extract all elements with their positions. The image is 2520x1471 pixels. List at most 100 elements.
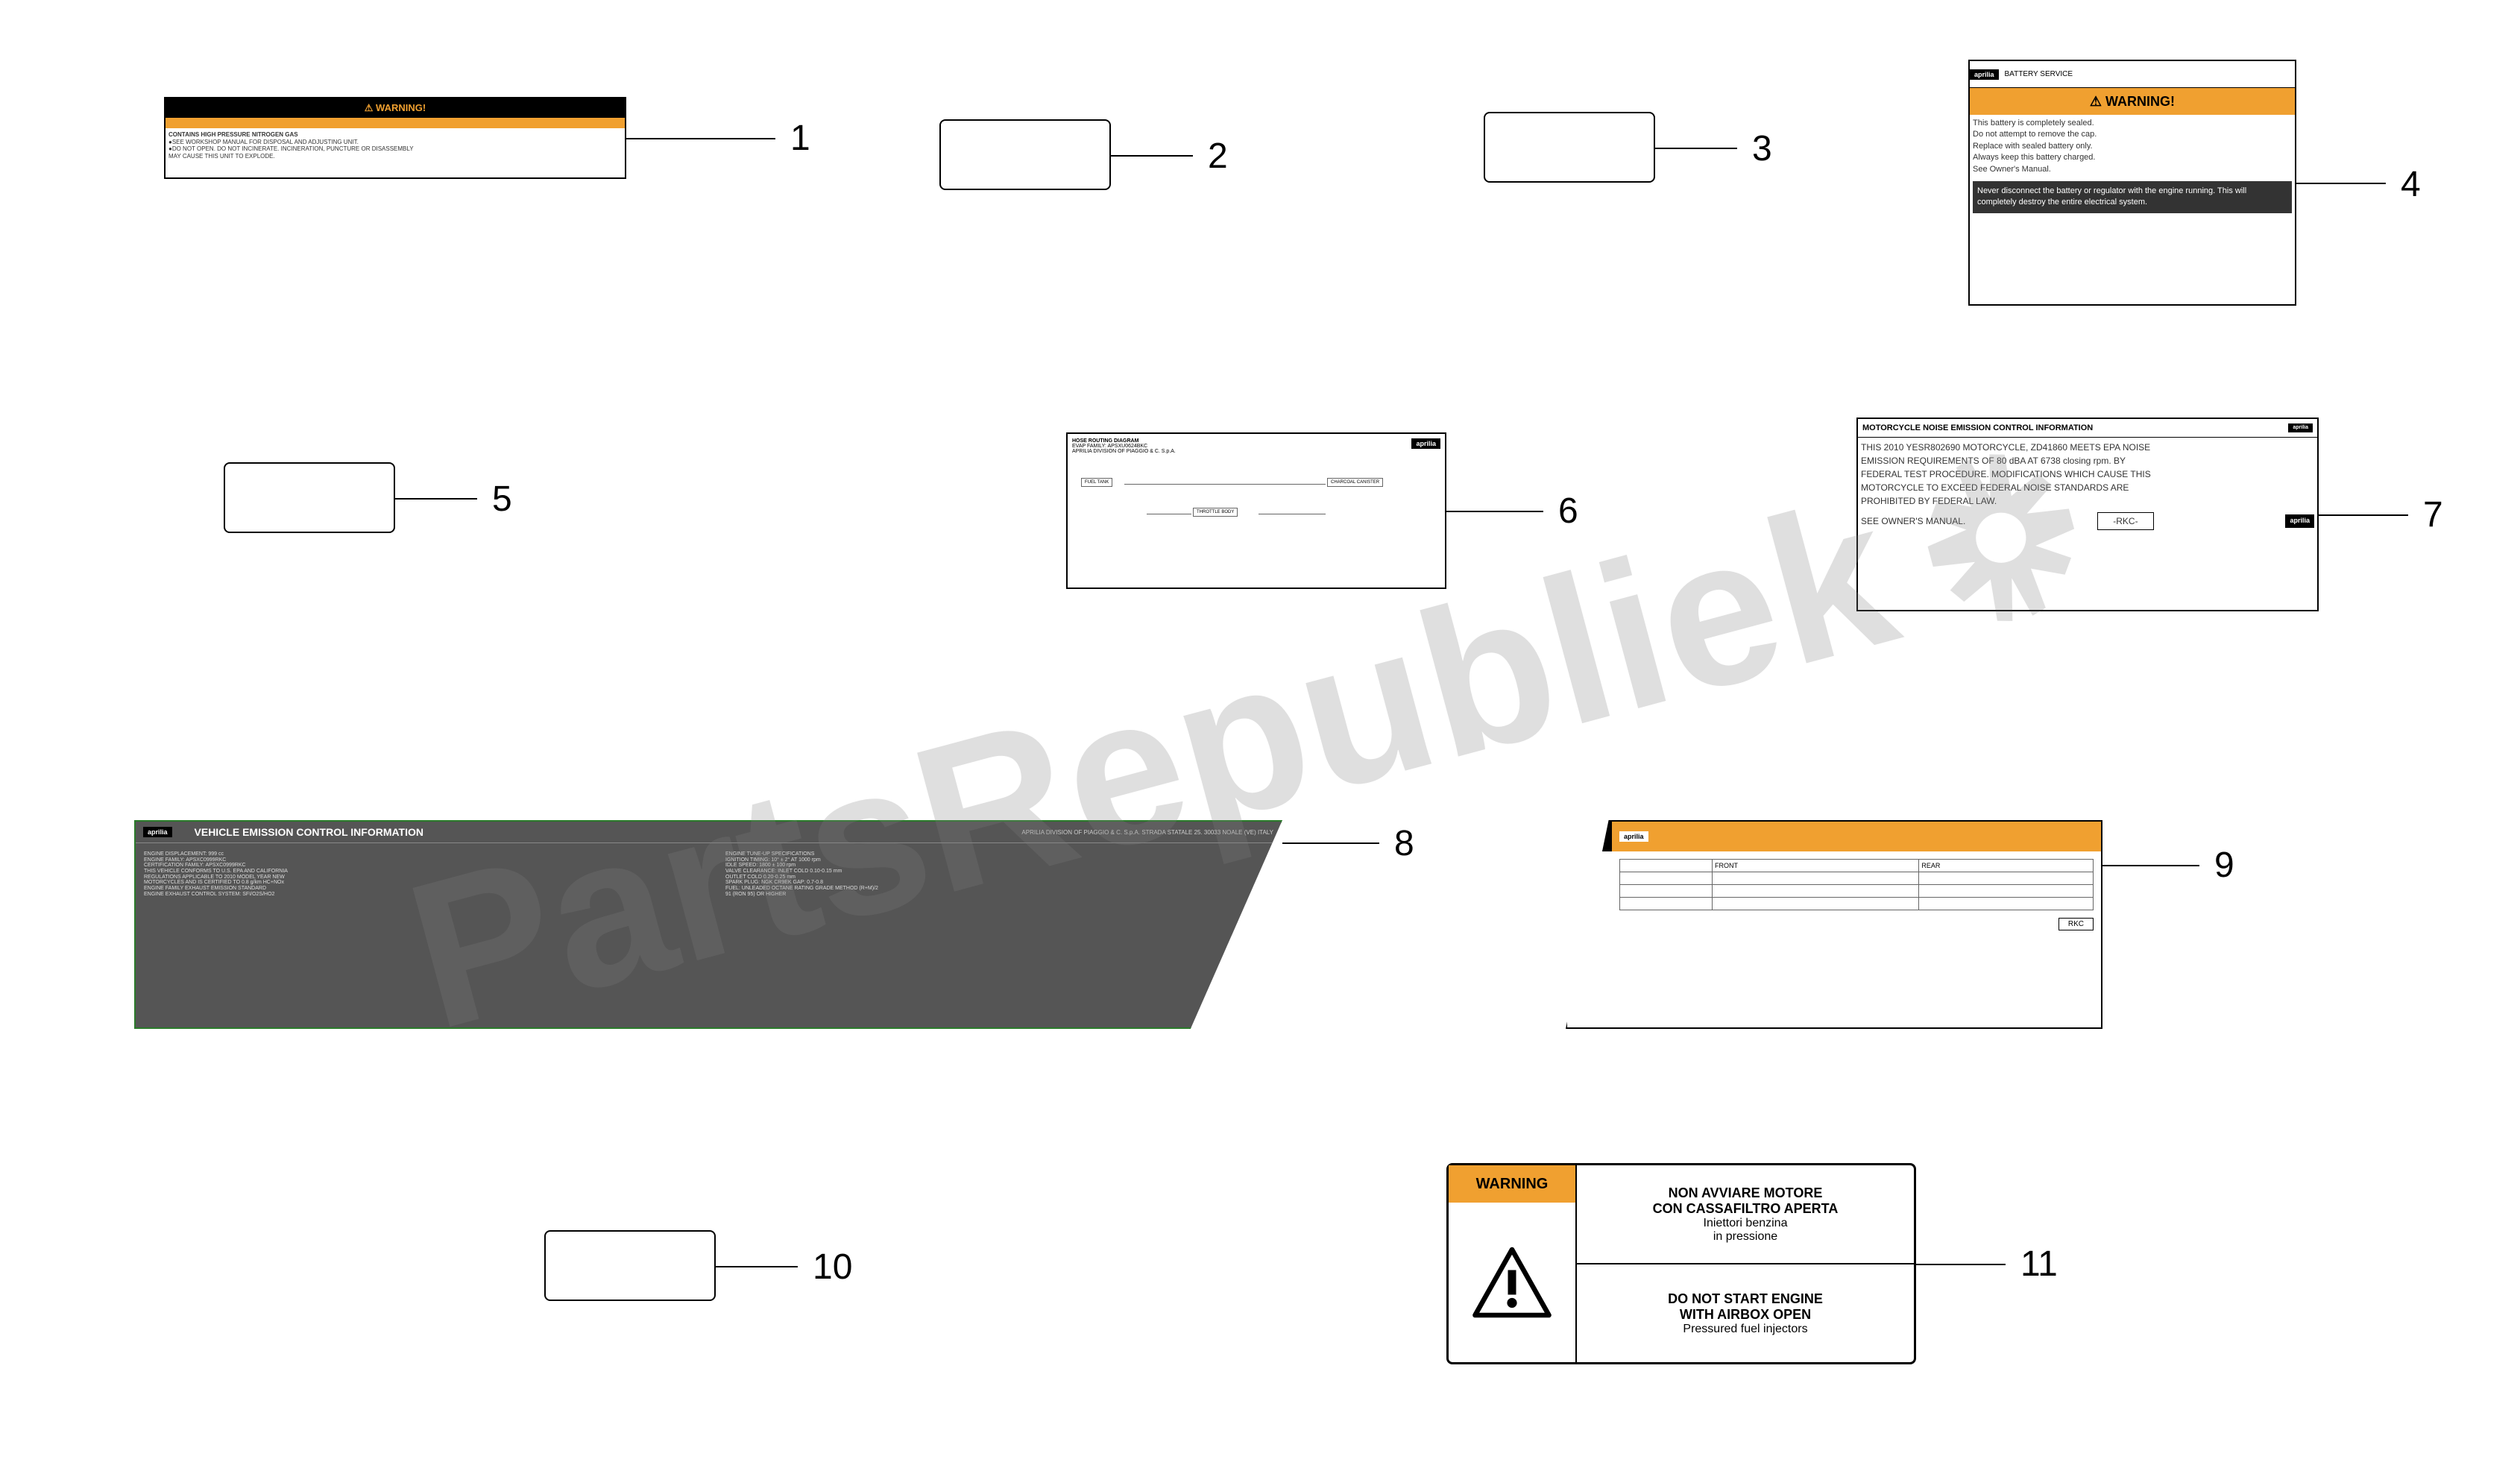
warning-stripe [166,118,625,128]
noise-body: THIS 2010 YESR802690 MOTORCYCLE, ZD41860… [1858,438,2317,533]
diagram-title: HOSE ROUTING DIAGRAM [1072,438,1176,444]
callout-line [395,498,477,500]
text-line: ENGINE TUNE-UP SPECIFICATIONS [725,851,1273,857]
emission-company: APRILIA DIVISION OF PIAGGIO & C. S.p.A. … [1021,829,1273,836]
text-line: Iniettori benzina [1584,1217,1906,1230]
text-line-bold: NON AVVIARE MOTORE [1584,1185,1906,1201]
label-item-10: 10 [544,1230,716,1301]
table-cell [1620,872,1713,885]
callout-line [2102,865,2199,866]
text-line: Pressured fuel injectors [1584,1323,1906,1336]
table-cell [1620,885,1713,898]
text-line-bold: WITH AIRBOX OPEN [1584,1307,1906,1323]
noise-code: -RKC- [2097,512,2153,530]
diagram-box-canister: CHARCOAL CANISTER [1327,478,1383,487]
text-line: ENGINE EXHAUST CONTROL SYSTEM: SFI/O2S/H… [144,892,691,898]
warning-header: ⚠ WARNING! [1970,88,2295,115]
label-item-8: aprilia VEHICLE EMISSION CONTROL INFORMA… [134,820,1282,1029]
aprilia-logo: aprilia [1970,69,1999,80]
empty-label [224,462,395,533]
text-line: This battery is completely sealed. [1973,118,2292,129]
battery-warning-label: aprilia BATTERY SERVICE ⚠ WARNING! This … [1968,60,2296,306]
aprilia-logo: aprilia [1411,438,1440,449]
text-line: EMISSION REQUIREMENTS OF 80 dBA AT 6738 … [1861,454,2314,467]
brand-subtitle: BATTERY SERVICE [2005,70,2073,78]
callout-line [716,1266,798,1267]
table-cell [1713,898,1919,910]
label-item-7: MOTORCYCLE NOISE EMISSION CONTROL INFORM… [1856,418,2319,611]
callout-number-9: 9 [2214,845,2234,886]
text-line: ENGINE DISPLACEMENT: 999 cc [144,851,691,857]
text-line: SPARK PLUG: NGK CR9EK GAP: 0.7-0.8 [725,880,1273,886]
table-cell [1713,885,1919,898]
text-line: IDLE SPEED: 1800 ± 100 rpm [725,863,1273,869]
diagram-line [1124,484,1326,485]
emission-col1: ENGINE DISPLACEMENT: 999 cc ENGINE FAMIL… [142,849,693,900]
warning-line: MAY CAUSE THIS UNIT TO EXPLODE. [168,153,622,160]
table-cell [1919,885,2094,898]
empty-label [939,119,1111,190]
text-line-bold: DO NOT START ENGINE [1584,1291,1906,1307]
text-line: in pressione [1584,1230,1906,1244]
tire-table: FRONT REAR [1619,859,2094,910]
callout-line [1282,842,1379,844]
text-line: CERTIFICATION FAMILY: APSXC0999RKC [144,863,691,869]
empty-label [544,1230,716,1301]
text-line: THIS 2010 YESR802690 MOTORCYCLE, ZD41860… [1861,441,2314,454]
label-item-1: ⚠ WARNING! CONTAINS HIGH PRESSURE NITROG… [164,97,626,179]
callout-line [626,138,775,139]
label-item-6: HOSE ROUTING DIAGRAM EVAP FAMILY: APSXU0… [1066,432,1446,589]
callout-line [2296,183,2386,184]
table-header: REAR [1919,860,2094,872]
diagram-box-fuel: FUEL TANK [1081,478,1112,487]
text-line: MOTORCYCLES AND IS CERTIFIED TO 0.8 g/km… [144,880,691,886]
text-line: FEDERAL TEST PROCEDURE. MODIFICATIONS WH… [1861,467,2314,481]
text-line: Replace with sealed battery only. [1973,141,2292,152]
aprilia-logo: aprilia [1619,831,1648,842]
text-line: SEE OWNER'S MANUAL. [1861,514,1965,528]
callout-line [1111,155,1193,157]
callout-number-8: 8 [1394,823,1414,864]
label-item-11: WARNING NON AVVIARE MOTORE CON CASSAFILT… [1446,1163,1916,1364]
noise-title: MOTORCYCLE NOISE EMISSION CONTROL INFORM… [1862,423,2093,432]
text-line: ENGINE FAMILY: APSXC0999RKC [144,857,691,863]
warning-line: ●DO NOT OPEN. DO NOT INCINERATE. INCINER… [168,145,622,153]
warning-line: CONTAINS HIGH PRESSURE NITROGEN GAS [168,131,622,139]
diagram-company: APRILIA DIVISION OF PIAGGIO & C. S.p.A. [1072,449,1176,454]
label-item-2: 2 [939,119,1111,190]
label-item-9: aprilia FRONT REAR RKC 9 [1566,820,2102,1029]
hose-diagram-label: HOSE ROUTING DIAGRAM EVAP FAMILY: APSXU0… [1066,432,1446,589]
text-line: PROHIBITED BY FEDERAL LAW. [1861,494,2314,508]
warning-badge: WARNING [1449,1165,1575,1203]
callout-number-7: 7 [2423,494,2443,535]
callout-number-1: 1 [790,118,810,159]
table-cell [1620,898,1713,910]
diagram-header: HOSE ROUTING DIAGRAM EVAP FAMILY: APSXU0… [1068,434,1445,555]
table-cell [1713,872,1919,885]
label-item-5: 5 [224,462,395,533]
callout-line [1446,511,1543,512]
text-line-dark: Never disconnect the battery or regulato… [1973,181,2292,213]
text-line: MOTORCYCLE TO EXCEED FEDERAL NOISE STAND… [1861,481,2314,494]
aprilia-logo: aprilia [2285,514,2314,528]
warning-line: ●SEE WORKSHOP MANUAL FOR DISPOSAL AND AD… [168,139,622,146]
emission-col2: ENGINE TUNE-UP SPECIFICATIONS IGNITION T… [723,849,1275,900]
diagram-subtitle: EVAP FAMILY: APSXU0624BKC [1072,444,1176,449]
diagram-box-throttle: THROTTLE BODY [1193,508,1238,517]
warning-triangle-icon [1471,1245,1553,1320]
callout-number-2: 2 [1208,136,1228,177]
label-item-3: 3 [1484,112,1655,183]
table-header: FRONT [1713,860,1919,872]
label-item-4: aprilia BATTERY SERVICE ⚠ WARNING! This … [1968,60,2296,306]
callout-number-3: 3 [1752,128,1772,169]
callout-number-11: 11 [2020,1244,2058,1285]
callout-number-6: 6 [1558,491,1578,532]
text-line: Do not attempt to remove the cap. [1973,129,2292,140]
callout-line [1916,1264,2006,1265]
text-line: REGULATIONS APPLICABLE TO 2010 MODEL YEA… [144,875,691,881]
text-line: OUTLET COLD 0.20-0.25 mm [725,875,1273,881]
table-cell [1919,898,2094,910]
table-cell [1620,860,1713,872]
text-line: Always keep this battery charged. [1973,152,2292,163]
callout-line [1655,148,1737,149]
